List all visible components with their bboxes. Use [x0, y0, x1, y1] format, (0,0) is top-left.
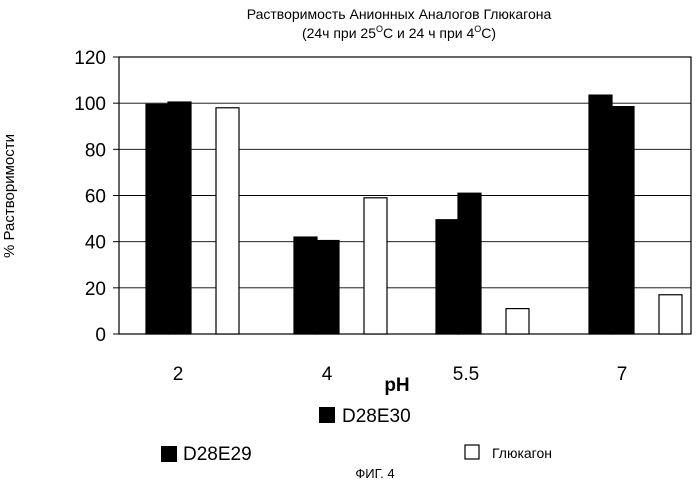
bar-D28E30-ph-2 [168, 102, 191, 334]
legend-swatch-d28e30 [319, 407, 335, 423]
y-tick-label-100: 100 [74, 94, 106, 115]
bar-D28E30-ph-5.5 [458, 193, 481, 334]
chart-title: Растворимость Анионных Аналогов Глюкагон… [247, 6, 552, 22]
figure-caption: ФИГ. 4 [355, 466, 394, 481]
y-tick-label-20: 20 [85, 279, 106, 300]
bar-D28E29-ph-4 [294, 237, 317, 334]
legend-label-d28e29: D28E29 [183, 444, 252, 465]
bars [146, 95, 682, 334]
y-tick-label-120: 120 [74, 48, 106, 69]
y-tick-label-0: 0 [95, 325, 106, 346]
subtitle-part-2: C и 24 ч при 4 [383, 25, 474, 41]
bar-Глюкагон-ph-4 [364, 198, 387, 334]
y-tick-label-40: 40 [85, 233, 106, 254]
bar-D28E29-ph-5.5 [436, 220, 459, 334]
x-tick-label-5.5: 5.5 [453, 364, 479, 385]
bar-Глюкагон-ph-2 [216, 108, 239, 334]
y-tick-label-60: 60 [85, 187, 106, 208]
legend-swatch-d28e29 [161, 446, 177, 462]
x-tick-label-2: 2 [173, 364, 184, 385]
chart-subtitle: (24ч при 25OC и 24 ч при 4OC) [302, 24, 496, 41]
x-tick-label-7: 7 [617, 364, 628, 385]
bar-D28E29-ph-7 [589, 95, 612, 334]
y-tick-label-80: 80 [85, 140, 106, 161]
x-tick-label-4: 4 [322, 364, 333, 385]
y-axis-label: % Растворимости [1, 134, 18, 258]
legend-label-d28e30: D28E30 [342, 406, 411, 427]
bar-D28E30-ph-4 [316, 241, 339, 334]
subtitle-part-1: (24ч при 25 [302, 25, 376, 41]
x-axis-label: pH [384, 375, 409, 396]
y-axis-ticks: 0 20 40 60 80 100 120 [74, 48, 119, 346]
bar-Глюкагон-ph-5.5 [506, 309, 529, 334]
legend-swatch-glucagon [465, 445, 479, 459]
bar-D28E30-ph-7 [611, 107, 634, 334]
subtitle-superscript-1: O [376, 24, 383, 34]
legend-label-glucagon: Глюкагон [492, 445, 552, 461]
subtitle-superscript-2: O [474, 24, 481, 34]
subtitle-part-3: C) [481, 25, 496, 41]
bar-D28E29-ph-2 [146, 104, 169, 334]
bar-Глюкагон-ph-7 [659, 295, 682, 334]
